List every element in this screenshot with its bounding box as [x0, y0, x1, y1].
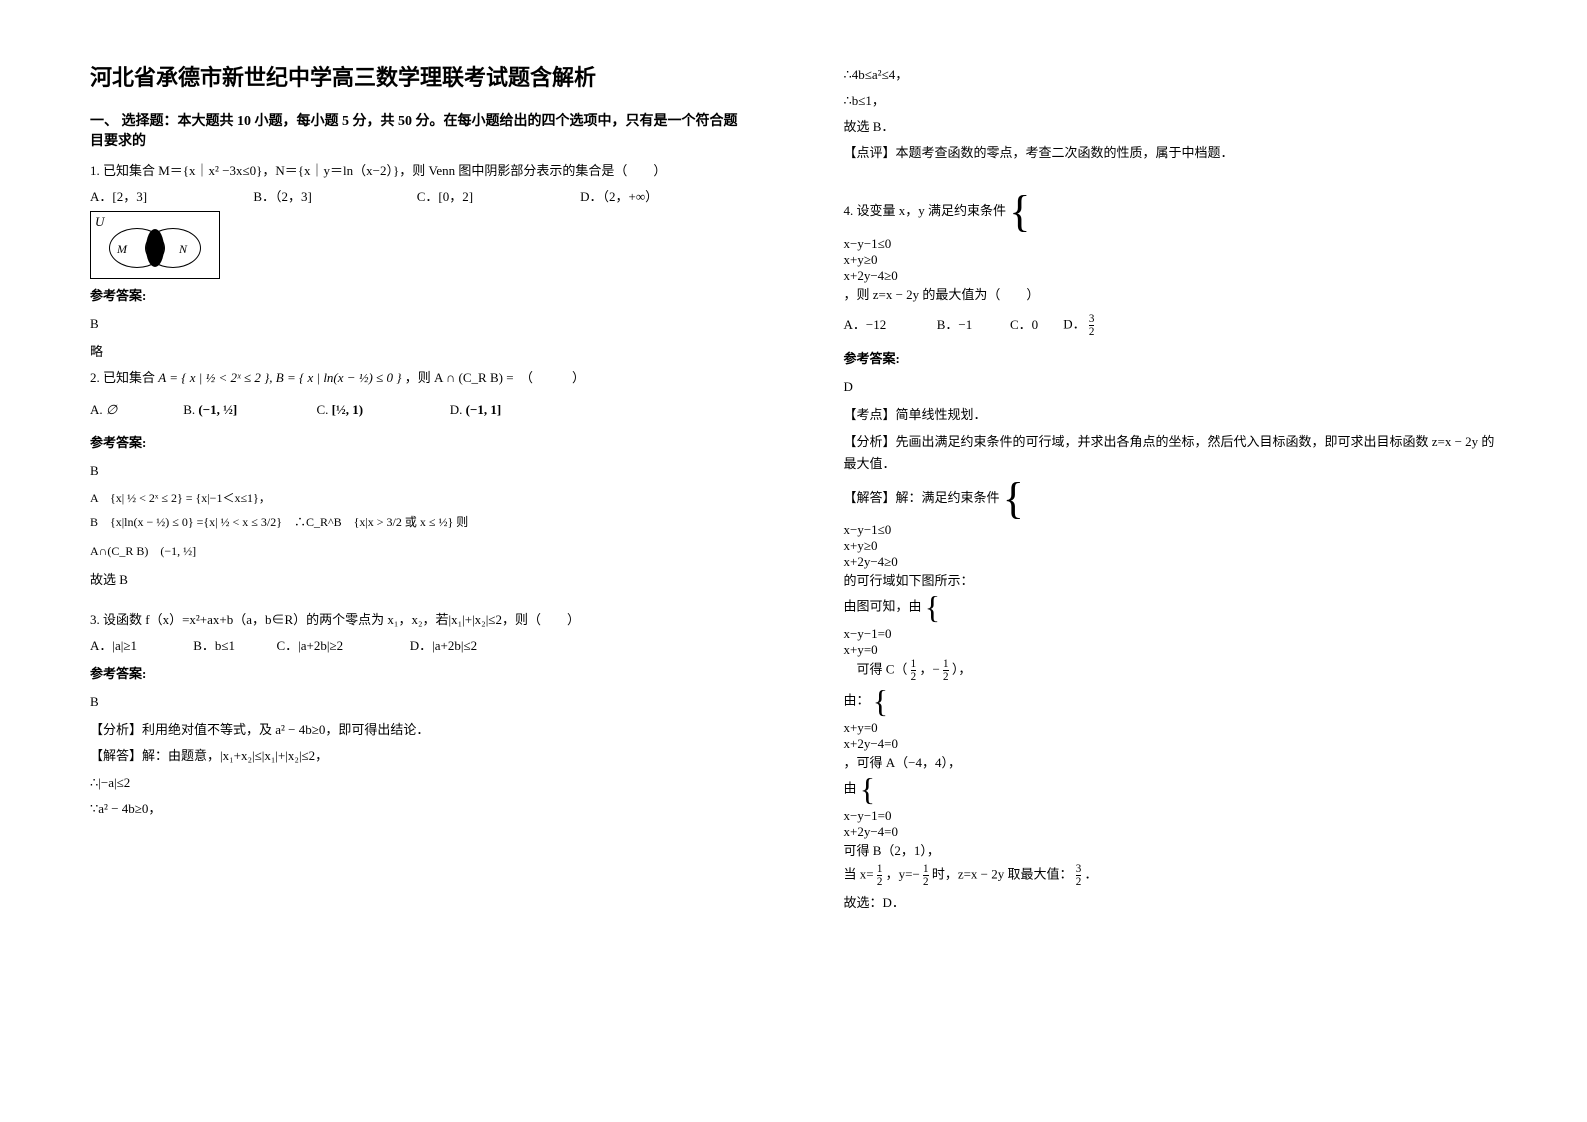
venn-diagram: U M N	[90, 211, 220, 279]
page-title: 河北省承德市新世纪中学高三数学理联考试题含解析	[90, 60, 744, 92]
right-column: ∴4b≤a²≤4， ∴b≤1， 故选 B． 【点评】本题考查函数的零点，考查二次…	[794, 0, 1587, 1122]
q3-ans-label: 参考答案:	[90, 663, 744, 685]
q3-line2: 【解答】解：由题意，|x₁+x₂|≤|x₁|+|x₂|≤2，	[90, 745, 744, 767]
q4-c2: x+y≥0	[844, 252, 1498, 268]
q4-c3: x+2y−4≥0	[844, 268, 1498, 284]
q4-c1: x−y−1≤0	[844, 236, 1498, 252]
q1-answer: B	[90, 313, 744, 335]
q1-opt-b: B．（2，3]	[253, 186, 416, 205]
q3-cont-1: ∴4b≤a²≤4，	[844, 64, 1498, 86]
q1-stem: 1. 已知集合 M＝{x｜x² −3x≤0}，N＝{x｜y＝ln（x−2）}，则…	[90, 160, 744, 182]
q2-stem-post: ，则 A ∩ (C_R B) = （ ）	[405, 370, 585, 385]
q3-opt-d: D．|a+2b|≤2	[410, 635, 477, 657]
q2-ans-label: 参考答案:	[90, 432, 744, 454]
left-column: 河北省承德市新世纪中学高三数学理联考试题含解析 一、 选择题：本大题共 10 小…	[0, 0, 794, 1122]
section-header: 一、 选择题：本大题共 10 小题，每小题 5 分，共 50 分。在每小题给出的…	[90, 110, 744, 150]
q1-ans-label: 参考答案:	[90, 285, 744, 307]
q1-opt-c: C．[0，2]	[417, 186, 580, 205]
q4-options: A．−12 B．−1 C．0 D． 32	[844, 313, 1498, 338]
q3-line4: ∵a² − 4b≥0，	[90, 798, 744, 820]
q3-options: A．|a|≥1 B．b≤1 C．|a+2b|≥2 D．|a+2b|≤2	[90, 635, 744, 657]
q4-jc2: x+y≥0	[844, 538, 1498, 554]
q3-line1: 【分析】利用绝对值不等式，及 a² − 4b≥0，即可得出结论．	[90, 719, 744, 741]
q3-opt-c: C．|a+2b|≥2	[277, 635, 407, 657]
q4-fenxi: 【分析】先画出满足约束条件的可行域，并求出各角点的坐标，然后代入目标函数，即可求…	[844, 431, 1498, 475]
q3-cont-4: 【点评】本题考查函数的零点，考查二次函数的性质，属于中档题．	[844, 142, 1498, 164]
q2-options: A. ∅ B. (−1, ½] C. [½, 1) D. (−1, 1]	[90, 399, 744, 421]
q4-ans-label: 参考答案:	[844, 348, 1498, 370]
q1-opt-a: A．[2，3]	[90, 186, 253, 205]
q1-note: 略	[90, 341, 744, 363]
q2-sets: A = { x | ½ < 2ˣ ≤ 2 }, B = { x | ln(x −…	[158, 370, 401, 385]
q4-stem-pre: 4. 设变量 x，y 满足约束条件	[844, 203, 1007, 218]
q2-expl-end: 故选 B	[90, 569, 744, 591]
q4-opt-c: C．0	[1010, 314, 1060, 336]
q2-expl-a: A {x| ½ < 2ˣ ≤ 2} = {x|−1＜x≤1}，	[90, 488, 744, 508]
q3-answer: B	[90, 691, 744, 713]
q4-stem: 4. 设变量 x，y 满足约束条件 {	[844, 192, 1498, 232]
q3-stem: 3. 设函数 f（x）=x²+ax+b（a，b∈R）的两个零点为 x₁，x₂，若…	[90, 609, 744, 631]
q2-stem: 2. 已知集合 A = { x | ½ < 2ˣ ≤ 2 }, B = { x …	[90, 367, 744, 389]
q4-opt-a: A．−12	[844, 314, 934, 336]
q4-opt-b: B．−1	[937, 314, 1007, 336]
venn-shaded-region	[146, 229, 164, 267]
q4-pointC: 由图可知，由 {	[844, 593, 1498, 622]
venn-n-label: N	[179, 242, 187, 257]
q4-last: 故选：D．	[844, 892, 1498, 914]
q1-options: A．[2，3] B．（2，3] C．[0，2] D．（2，+∞）	[90, 186, 744, 205]
q3-line3: ∴|−a|≤2	[90, 772, 744, 794]
venn-u-label: U	[95, 214, 104, 230]
q4-constraints: {	[1009, 192, 1030, 232]
q1-opt-d: D．（2，+∞）	[580, 186, 743, 205]
q4-final: 当 x= 12 ，y=− 12 时，z=x − 2y 取最大值： 32 ．	[844, 863, 1498, 888]
q4-jc1: x−y−1≤0	[844, 522, 1498, 538]
q3-cont-2: ∴b≤1，	[844, 90, 1498, 112]
q2-opt-b: (−1, ½]	[198, 402, 237, 417]
q2-opt-a: ∅	[106, 402, 117, 417]
q4-jieda: 【解答】解：满足约束条件 {	[844, 479, 1498, 519]
q3-cont-3: 故选 B．	[844, 116, 1498, 138]
q2-expl-b: B {x|ln(x − ½) ≤ 0} ={x| ½ < x ≤ 3/2} ∴C…	[90, 512, 744, 532]
q4-opt-d: D． 32	[1063, 313, 1094, 338]
venn-m-label: M	[117, 242, 127, 257]
q3-opt-b: B．b≤1	[193, 635, 273, 657]
q2-answer: B	[90, 460, 744, 482]
q4-pointB: 由 {	[844, 775, 1498, 804]
q4-stem-post: ，则 z=x − 2y 的最大值为（ ）	[844, 287, 1040, 302]
q4-pointA: 由： {	[844, 687, 1498, 716]
q4-answer: D	[844, 376, 1498, 398]
q3-opt-a: A．|a|≥1	[90, 635, 190, 657]
q4-jc3: x+2y−4≥0	[844, 554, 1498, 570]
q2-opt-d: (−1, 1]	[466, 402, 502, 417]
q2-stem-pre: 2. 已知集合	[90, 370, 155, 385]
q2-expl-c: A∩(C_R B) (−1, ½]	[90, 541, 744, 561]
q4-kaodian: 【考点】简单线性规划．	[844, 404, 1498, 426]
q2-opt-c: [½, 1)	[332, 402, 363, 417]
